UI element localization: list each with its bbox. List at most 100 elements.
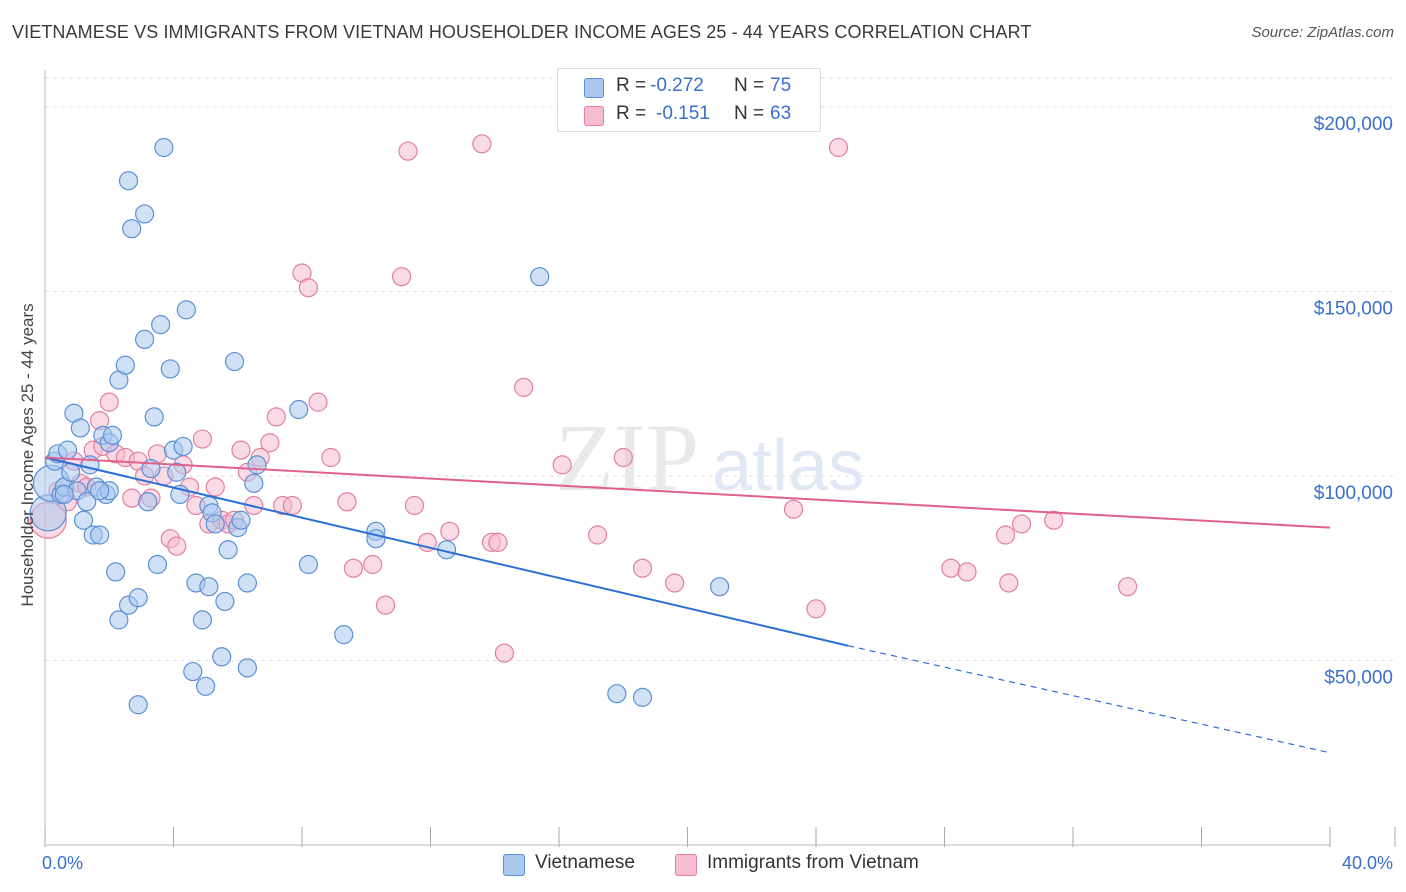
data-point <box>632 687 653 707</box>
correlation-legend: R = -0.272 N = 75 R = -0.151 N = 63 <box>557 68 821 132</box>
data-point <box>173 436 193 457</box>
data-point <box>337 492 357 512</box>
data-point <box>196 676 216 696</box>
data-point <box>73 510 94 530</box>
data-point <box>90 481 110 501</box>
data-point <box>1044 510 1064 530</box>
source-credit: Source: ZipAtlas.com <box>1251 24 1394 41</box>
data-point <box>1118 577 1138 597</box>
data-point <box>192 610 213 630</box>
data-point <box>215 591 235 612</box>
data-point <box>321 447 341 468</box>
data-point <box>530 267 550 287</box>
data-point <box>90 525 110 545</box>
trend-line-immigrants <box>44 456 1331 529</box>
watermark: ZIP atlas <box>555 404 864 511</box>
data-point <box>632 558 653 578</box>
watermark-atlas: atlas <box>712 426 864 506</box>
legend-n-label: N = <box>734 75 765 96</box>
data-point <box>552 455 572 475</box>
data-point <box>237 573 257 593</box>
legend-label-immigrants: Immigrants from Vietnam <box>707 852 919 873</box>
data-point <box>151 315 171 335</box>
data-point <box>109 610 129 630</box>
data-point <box>298 278 319 298</box>
data-point <box>237 658 257 678</box>
x-tick-label-max: 40.0% <box>1342 853 1393 873</box>
data-point <box>343 558 363 578</box>
data-point <box>160 359 180 379</box>
legend-r-value: -0.151 <box>656 103 710 124</box>
legend-r-label: R = <box>616 103 647 124</box>
data-point <box>167 462 187 482</box>
data-point <box>260 433 280 453</box>
data-point <box>607 684 627 704</box>
x-tick-label-min: 0.0% <box>42 853 83 873</box>
data-point <box>205 477 225 497</box>
data-point <box>224 351 245 372</box>
y-tick-label: $200,000 <box>1314 114 1393 135</box>
data-point <box>308 392 328 412</box>
data-point <box>587 525 608 545</box>
data-point <box>375 595 396 615</box>
data-point <box>231 510 251 530</box>
data-point <box>57 440 78 460</box>
data-point <box>192 429 213 449</box>
data-point <box>122 219 142 239</box>
data-point <box>941 558 961 578</box>
data-point <box>613 447 633 468</box>
legend-swatch-pink <box>584 106 604 126</box>
legend-label-vietnamese: Vietnamese <box>535 852 635 873</box>
data-point <box>115 355 135 375</box>
data-point <box>134 204 155 224</box>
tick-labels: $50,000 $100,000 $150,000 $200,000 0.0% 40.0% <box>42 114 1393 873</box>
data-point <box>363 554 383 575</box>
data-point <box>366 529 386 549</box>
data-point <box>167 536 187 556</box>
legend-row-vietnamese: R = -0.272 N = 75 <box>558 73 820 99</box>
trend-line-vietnamese <box>44 456 849 647</box>
data-point <box>231 440 251 460</box>
y-tick-label: $150,000 <box>1314 298 1393 319</box>
data-point <box>77 492 97 512</box>
gridlines <box>45 77 1395 661</box>
data-point <box>665 573 685 593</box>
data-point <box>176 300 196 320</box>
data-point <box>995 525 1016 545</box>
legend-n-value: 63 <box>770 103 792 124</box>
data-point <box>147 554 168 575</box>
data-point <box>144 407 164 427</box>
data-point <box>957 562 977 582</box>
data-point <box>266 407 286 427</box>
data-point <box>99 392 119 412</box>
data-point <box>128 695 148 715</box>
legend-swatch-blue <box>503 854 525 876</box>
data-point <box>218 540 238 560</box>
data-point <box>138 492 158 512</box>
legend-swatch-blue <box>584 78 604 98</box>
data-point <box>472 134 492 154</box>
legend-row-immigrants: R = -0.151 N = 63 <box>558 101 820 127</box>
data-point <box>514 377 534 397</box>
legend-r-value: -0.272 <box>650 75 704 96</box>
data-point <box>134 329 155 350</box>
data-point <box>289 399 309 420</box>
data-point <box>282 495 302 516</box>
y-tick-label: $50,000 <box>1324 667 1393 688</box>
trend-lines <box>44 456 1331 754</box>
data-point <box>212 647 232 667</box>
series-vietnamese-points <box>29 137 730 715</box>
data-point <box>244 473 264 493</box>
data-point <box>391 267 412 287</box>
data-point <box>1011 514 1032 534</box>
data-point <box>334 625 354 645</box>
legend-n-label: N = <box>734 103 765 124</box>
legend-r-label: R = <box>616 75 647 96</box>
data-point <box>106 562 126 582</box>
data-point <box>122 488 142 508</box>
data-point <box>70 418 90 438</box>
chart-title: VIETNAMESE VS IMMIGRANTS FROM VIETNAM HO… <box>12 22 1032 42</box>
data-point <box>494 643 514 663</box>
data-point <box>205 514 225 534</box>
